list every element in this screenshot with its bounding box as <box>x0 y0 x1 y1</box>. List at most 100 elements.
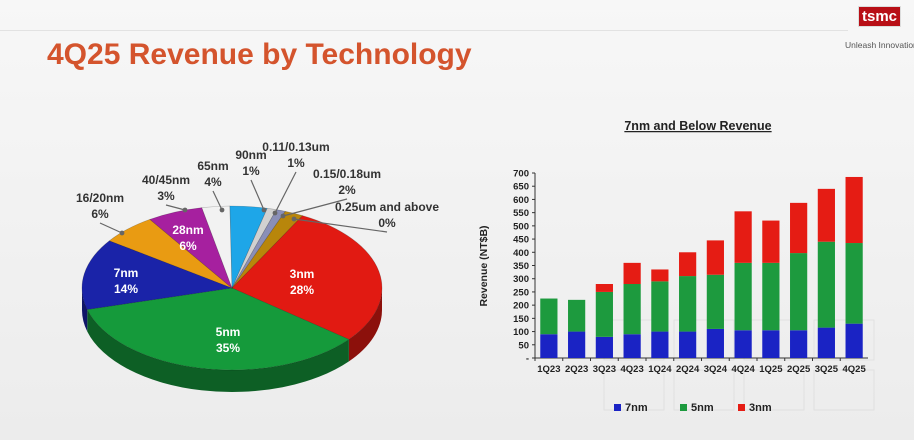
bar-x-tick-label-4q25: 4Q25 <box>843 364 867 375</box>
bar-7nm-3q23 <box>595 336 613 358</box>
pie-percent-28nm: 6% <box>179 239 197 253</box>
bar-y-tick-label: 700 <box>513 169 529 180</box>
legend-label-3nm: 3nm <box>749 402 772 414</box>
pie-percent-16-20nm: 6% <box>91 207 109 221</box>
pie-percent-7nm: 14% <box>114 282 138 296</box>
bar-7nm-1q24 <box>651 331 669 358</box>
bar-5nm-1q23 <box>540 298 558 335</box>
bar-3nm-1q24 <box>651 269 669 282</box>
bar-legend: 7nm 5nm 3nm <box>614 402 772 414</box>
bar-y-tick-label: 500 <box>513 221 529 232</box>
bar-x-tick-label-2q23: 2Q23 <box>565 364 588 375</box>
bar-7nm-1q23 <box>540 334 558 358</box>
bar-3nm-3q24 <box>706 240 724 275</box>
pie-label-65nm: 65nm <box>197 159 228 173</box>
bar-x-tick-label-3q24: 3Q24 <box>704 364 728 375</box>
title-rule <box>0 30 848 31</box>
bar-x-tick-label-1q23: 1Q23 <box>537 364 560 375</box>
bar-y-tick-label: 100 <box>513 327 529 338</box>
pie-labels: 3nm 28% 5nm 35% 7nm 14% 16/20nm 6% 28nm 6% 40/45nm… <box>76 140 439 355</box>
pie-label-7nm: 7nm <box>114 266 139 280</box>
bar-x-tick-label-1q25: 1Q25 <box>759 364 783 375</box>
bar-5nm-3q25 <box>817 241 835 328</box>
pie-leader-dot-16-20nm <box>119 230 125 236</box>
pie-percent-5nm: 35% <box>216 341 240 355</box>
bar-x-tick-label-2q25: 2Q25 <box>787 364 811 375</box>
pie-percent-40-45nm: 3% <box>157 189 175 203</box>
pie-label-16-20nm: 16/20nm <box>76 191 124 205</box>
pie-slices <box>81 205 383 371</box>
legend-swatch-3nm <box>738 404 745 411</box>
pie-percent-90nm: 1% <box>242 164 260 178</box>
pie-label-0-11-0-13um: 0.11/0.13um <box>262 140 329 154</box>
bar-5nm-4q24 <box>734 262 752 331</box>
bar-x-tick-label-3q23: 3Q23 <box>593 364 616 375</box>
bar-x-tick-label-3q25: 3Q25 <box>815 364 839 375</box>
bar-y-tick-labels: - 50 100 150 200 250 300 350 400 450 500 550 600 650 7… <box>513 169 529 365</box>
bar-chart-title: 7nm and Below Revenue <box>624 119 771 133</box>
pie-leader-dot-90nm <box>261 207 267 213</box>
bar-3nm-4q24 <box>734 211 752 263</box>
bar-axes <box>532 172 868 361</box>
bar-5nm-2q23 <box>568 299 586 332</box>
pie-depth-3nm <box>348 288 382 362</box>
bar-5nm-1q24 <box>651 281 669 332</box>
bar-5nm-3q23 <box>595 291 613 337</box>
bar-chart-ylabel: Revenue (NT$B) <box>478 225 490 306</box>
pie-label-28nm: 28nm <box>172 223 203 237</box>
bar-y-tick-label: 150 <box>513 314 529 325</box>
pie-slice-3nm <box>231 215 383 340</box>
pie-label-90nm: 90nm <box>235 148 266 162</box>
pie-leader-lines <box>99 171 388 236</box>
pie-label-0-15-0-18um: 0.15/0.18um <box>313 167 381 181</box>
bar-3nm-2q25 <box>790 202 808 254</box>
bar-y-tick-label: 250 <box>513 287 529 298</box>
legend-label-5nm: 5nm <box>691 402 714 414</box>
pie-depth-7nm <box>82 288 88 332</box>
bar-5nm-1q25 <box>762 262 780 331</box>
pie-leader-dot-65nm <box>219 207 225 213</box>
bar-7nm-2q23 <box>568 331 586 358</box>
pie-leader-0-15-0-18um <box>282 198 348 217</box>
pie-leader-65nm <box>212 190 223 211</box>
bar-y-tick-label: 50 <box>518 340 529 351</box>
bar-7nm-4q23 <box>623 334 641 358</box>
pie-percent-0-25um-and-above: 0% <box>378 216 396 230</box>
pie-leader-90nm <box>250 179 265 211</box>
pie-percent-0-11-0-13um: 1% <box>287 156 305 170</box>
pie-percent-0-15-0-18um: 2% <box>338 183 356 197</box>
pie-label-40-45nm: 40/45nm <box>142 173 190 187</box>
bar-series <box>540 176 863 358</box>
bar-7nm-2q25 <box>790 330 808 358</box>
pie-leader-0-11-0-13um <box>274 171 297 214</box>
pie-leader-dot-0-11-0-13um <box>272 210 278 216</box>
bar-3nm-1q25 <box>762 220 780 263</box>
legend-swatch-7nm <box>614 404 621 411</box>
bar-7nm-1q25 <box>762 330 780 358</box>
pie-slice-16-20nm <box>108 219 233 289</box>
bar-y-tick-label: - <box>526 354 529 365</box>
bar-3nm-2q24 <box>679 252 697 277</box>
bar-3nm-4q23 <box>623 262 641 284</box>
bar-5nm-2q24 <box>679 276 697 332</box>
logo-mark: tsmc <box>858 6 902 27</box>
bar-7nm-4q24 <box>734 330 752 358</box>
pie-percent-65nm: 4% <box>204 175 222 189</box>
pie-leader-16-20nm <box>99 222 123 234</box>
pie-leader-dot-0-25um-and-above <box>291 216 297 222</box>
bar-5nm-4q23 <box>623 284 641 335</box>
bar-y-tick-label: 300 <box>513 274 529 285</box>
bar-5nm-3q24 <box>706 274 724 329</box>
bar-x-tick-label-2q24: 2Q24 <box>676 364 700 375</box>
bar-7nm-2q24 <box>679 331 697 358</box>
tsmc-logo: tsmc Unleash Innovation <box>845 4 914 52</box>
pie-slice-40-45nm <box>201 205 233 289</box>
bar-x-tick-label-1q24: 1Q24 <box>648 364 672 375</box>
bar-x-tick-labels: 1Q23 2Q23 3Q23 4Q23 1Q24 2Q24 3Q24 4Q24 1Q25 2Q25… <box>537 364 866 375</box>
bar-5nm-4q25 <box>845 243 863 324</box>
bar-7nm-3q25 <box>817 327 835 358</box>
legend-swatch-5nm <box>680 404 687 411</box>
bar-3nm-3q25 <box>817 188 835 242</box>
bar-5nm-2q25 <box>790 253 808 331</box>
